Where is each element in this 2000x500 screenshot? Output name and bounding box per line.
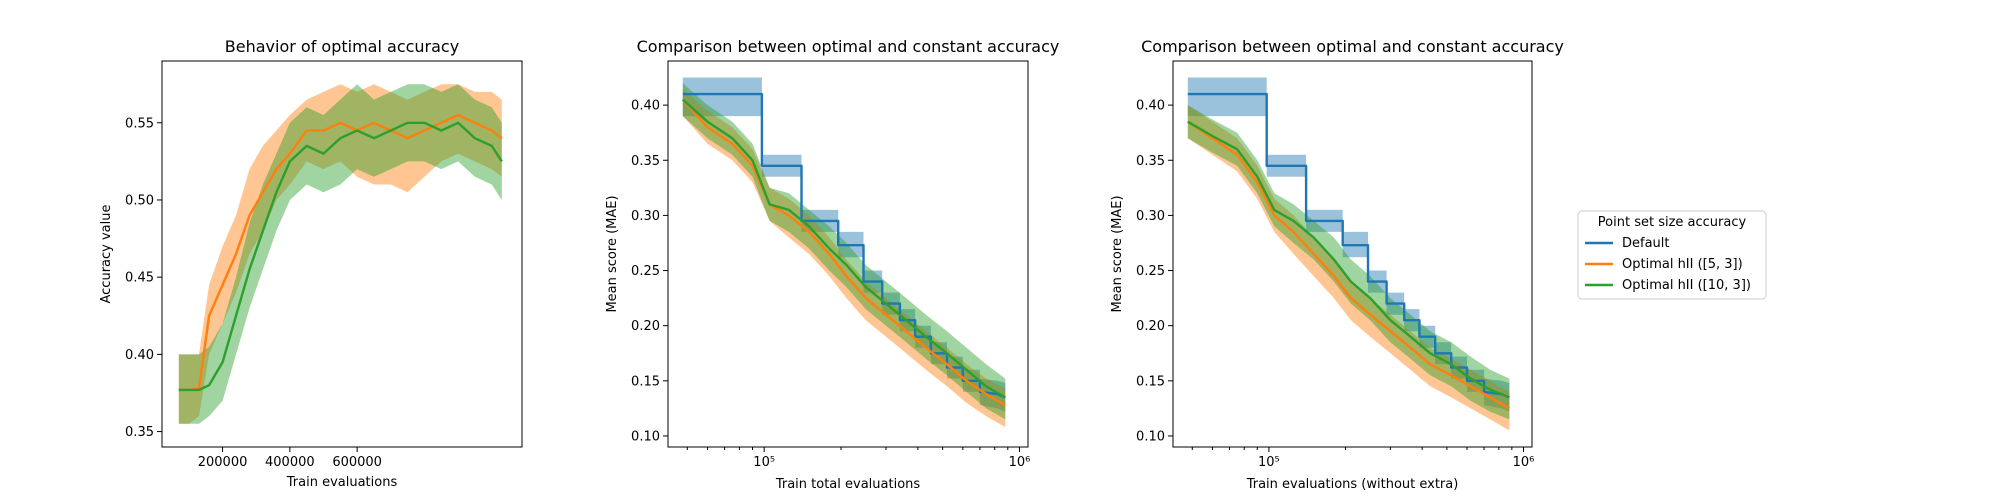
legend-title: Point set size accuracy	[1598, 215, 1747, 230]
subplot-total-evaluations: 0.10 0.15 0.20 0.25 0.30 0.35 0.40 10⁵ 10⁶ Compar…	[605, 37, 1059, 492]
series-line-optimal-hii-10-3	[681, 98, 1006, 399]
y-tick-label: 0.40	[125, 348, 154, 363]
y-tick-label: 0.40	[1136, 99, 1165, 114]
legend-label-default: Default	[1622, 236, 1670, 251]
series-line-optimal-hii-10-3	[1187, 120, 1510, 399]
plot-title: Behavior of optimal accuracy	[225, 37, 459, 56]
x-tick-label: 400000	[265, 455, 315, 470]
x-tick-label: 10⁵	[753, 455, 775, 470]
y-tick-label: 0.25	[1136, 264, 1165, 279]
series-line-optimal-hii-10-3	[178, 121, 503, 392]
band-optimal-hii-5-3	[682, 88, 1006, 428]
x-tick-label: 600000	[332, 455, 382, 470]
subplot-accuracy-behavior: 0.35 0.40 0.45 0.50 0.55 200000 400000 600000 Be…	[99, 37, 523, 490]
y-tick-label: 0.35	[125, 425, 154, 440]
y-axis-label: Accuracy value	[99, 205, 114, 304]
series-line-optimal-hii-5-3	[178, 113, 503, 392]
band-optimal-hii-5-3	[178, 84, 502, 424]
legend: Point set size accuracy Default Optimal …	[1577, 210, 1767, 300]
plot-area	[178, 84, 503, 424]
legend-frame	[1577, 210, 1767, 300]
y-tick-label: 0.10	[1136, 429, 1165, 444]
y-tick-label: 0.15	[631, 374, 660, 389]
y-tick-label: 0.20	[631, 319, 660, 334]
x-tick-label: 10⁵	[1258, 455, 1280, 470]
legend-label-optimal-5-3: Optimal hII ([5, 3])	[1622, 257, 1743, 272]
plot-title: Comparison between optimal and constant …	[637, 37, 1060, 56]
y-axis-label: Mean score (MAE)	[1110, 195, 1125, 312]
series-line-optimal-hii-5-3	[681, 98, 1006, 407]
plot-area	[681, 77, 1006, 428]
y-tick-label: 0.30	[1136, 209, 1165, 224]
x-tick-label: 10⁶	[1513, 455, 1535, 470]
plot-title: Comparison between optimal and constant …	[1141, 37, 1564, 56]
legend-label-optimal-10-3: Optimal hII ([10, 3])	[1622, 278, 1751, 293]
y-tick-label: 0.35	[1136, 154, 1165, 169]
band-optimal-hii-10-3	[178, 84, 502, 424]
y-tick-label: 0.50	[125, 193, 154, 208]
series-line-default	[1187, 92, 1510, 399]
y-tick-label: 0.10	[631, 429, 660, 444]
y-tick-label: 0.30	[631, 209, 660, 224]
y-tick-label: 0.25	[631, 264, 660, 279]
y-tick-label: 0.35	[631, 154, 660, 169]
y-tick-label: 0.15	[1136, 374, 1165, 389]
y-tick-label: 0.45	[125, 271, 154, 286]
y-tick-label: 0.55	[125, 116, 154, 131]
band-optimal-hii-5-3	[1187, 105, 1510, 431]
y-tick-label: 0.20	[1136, 319, 1165, 334]
x-tick-label: 200000	[198, 455, 248, 470]
x-tick-label: 10⁶	[1009, 455, 1031, 470]
plot-area	[1187, 77, 1510, 431]
y-tick-label: 0.40	[631, 99, 660, 114]
x-axis-label: Train evaluations	[286, 475, 398, 490]
subplot-evaluations-without-extra: 0.10 0.15 0.20 0.25 0.30 0.35 0.40 10⁵ 10⁶ Compar…	[1110, 37, 1564, 492]
x-axis-label: Train evaluations (without extra)	[1246, 477, 1459, 492]
y-axis-label: Mean score (MAE)	[605, 195, 620, 312]
band-optimal-hii-10-3	[1187, 105, 1510, 420]
plot-frame	[667, 60, 1029, 448]
plot-frame	[1172, 60, 1533, 448]
plot-frame	[161, 60, 523, 448]
x-axis-label: Train total evaluations	[775, 477, 921, 492]
series-line-optimal-hii-5-3	[1187, 120, 1510, 410]
